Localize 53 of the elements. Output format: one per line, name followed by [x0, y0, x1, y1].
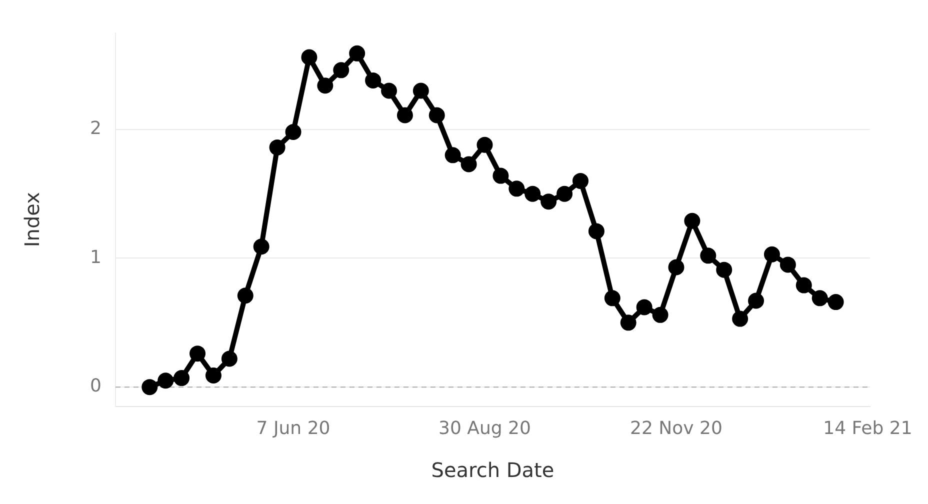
point [285, 124, 302, 140]
y-tick-label: 2 [90, 118, 102, 140]
point [812, 290, 828, 306]
point [269, 139, 286, 156]
point [732, 310, 748, 327]
y-axis-title: Index [20, 192, 44, 248]
point [668, 259, 684, 276]
point [780, 256, 796, 273]
point [508, 180, 525, 197]
point [636, 299, 652, 316]
point [524, 186, 541, 202]
point [764, 246, 780, 262]
point [716, 262, 732, 278]
point [588, 223, 604, 240]
point [748, 292, 764, 309]
point [333, 62, 350, 78]
point [428, 107, 445, 124]
point [652, 306, 668, 323]
point [412, 82, 429, 99]
x-tick-label: 30 Aug 20 [438, 418, 531, 439]
point [540, 194, 557, 210]
point [620, 314, 636, 331]
point [253, 238, 270, 255]
point [174, 370, 190, 386]
point [205, 367, 222, 384]
point [796, 277, 812, 294]
point [460, 156, 477, 172]
point [221, 350, 238, 367]
point [572, 172, 588, 189]
point [381, 82, 398, 99]
point [142, 379, 158, 396]
point [492, 168, 509, 184]
point [684, 212, 700, 229]
y-tick-label: 1 [90, 246, 102, 268]
point [396, 107, 413, 124]
point [828, 294, 844, 310]
point [700, 248, 716, 264]
point [444, 147, 461, 164]
point [476, 136, 493, 153]
point [604, 290, 620, 306]
point [190, 346, 206, 362]
point [349, 45, 366, 62]
x-tick-label: 14 Feb 21 [823, 418, 912, 439]
point [317, 78, 334, 94]
point [365, 72, 382, 88]
point [158, 372, 174, 389]
point [237, 288, 254, 304]
point [556, 186, 573, 202]
point [301, 49, 318, 66]
x-tick-label: 7 Jun 20 [256, 418, 330, 439]
y-tick-label: 0 [90, 376, 102, 397]
x-axis-title: Search Date [431, 458, 554, 482]
x-tick-label: 22 Nov 20 [630, 418, 722, 439]
